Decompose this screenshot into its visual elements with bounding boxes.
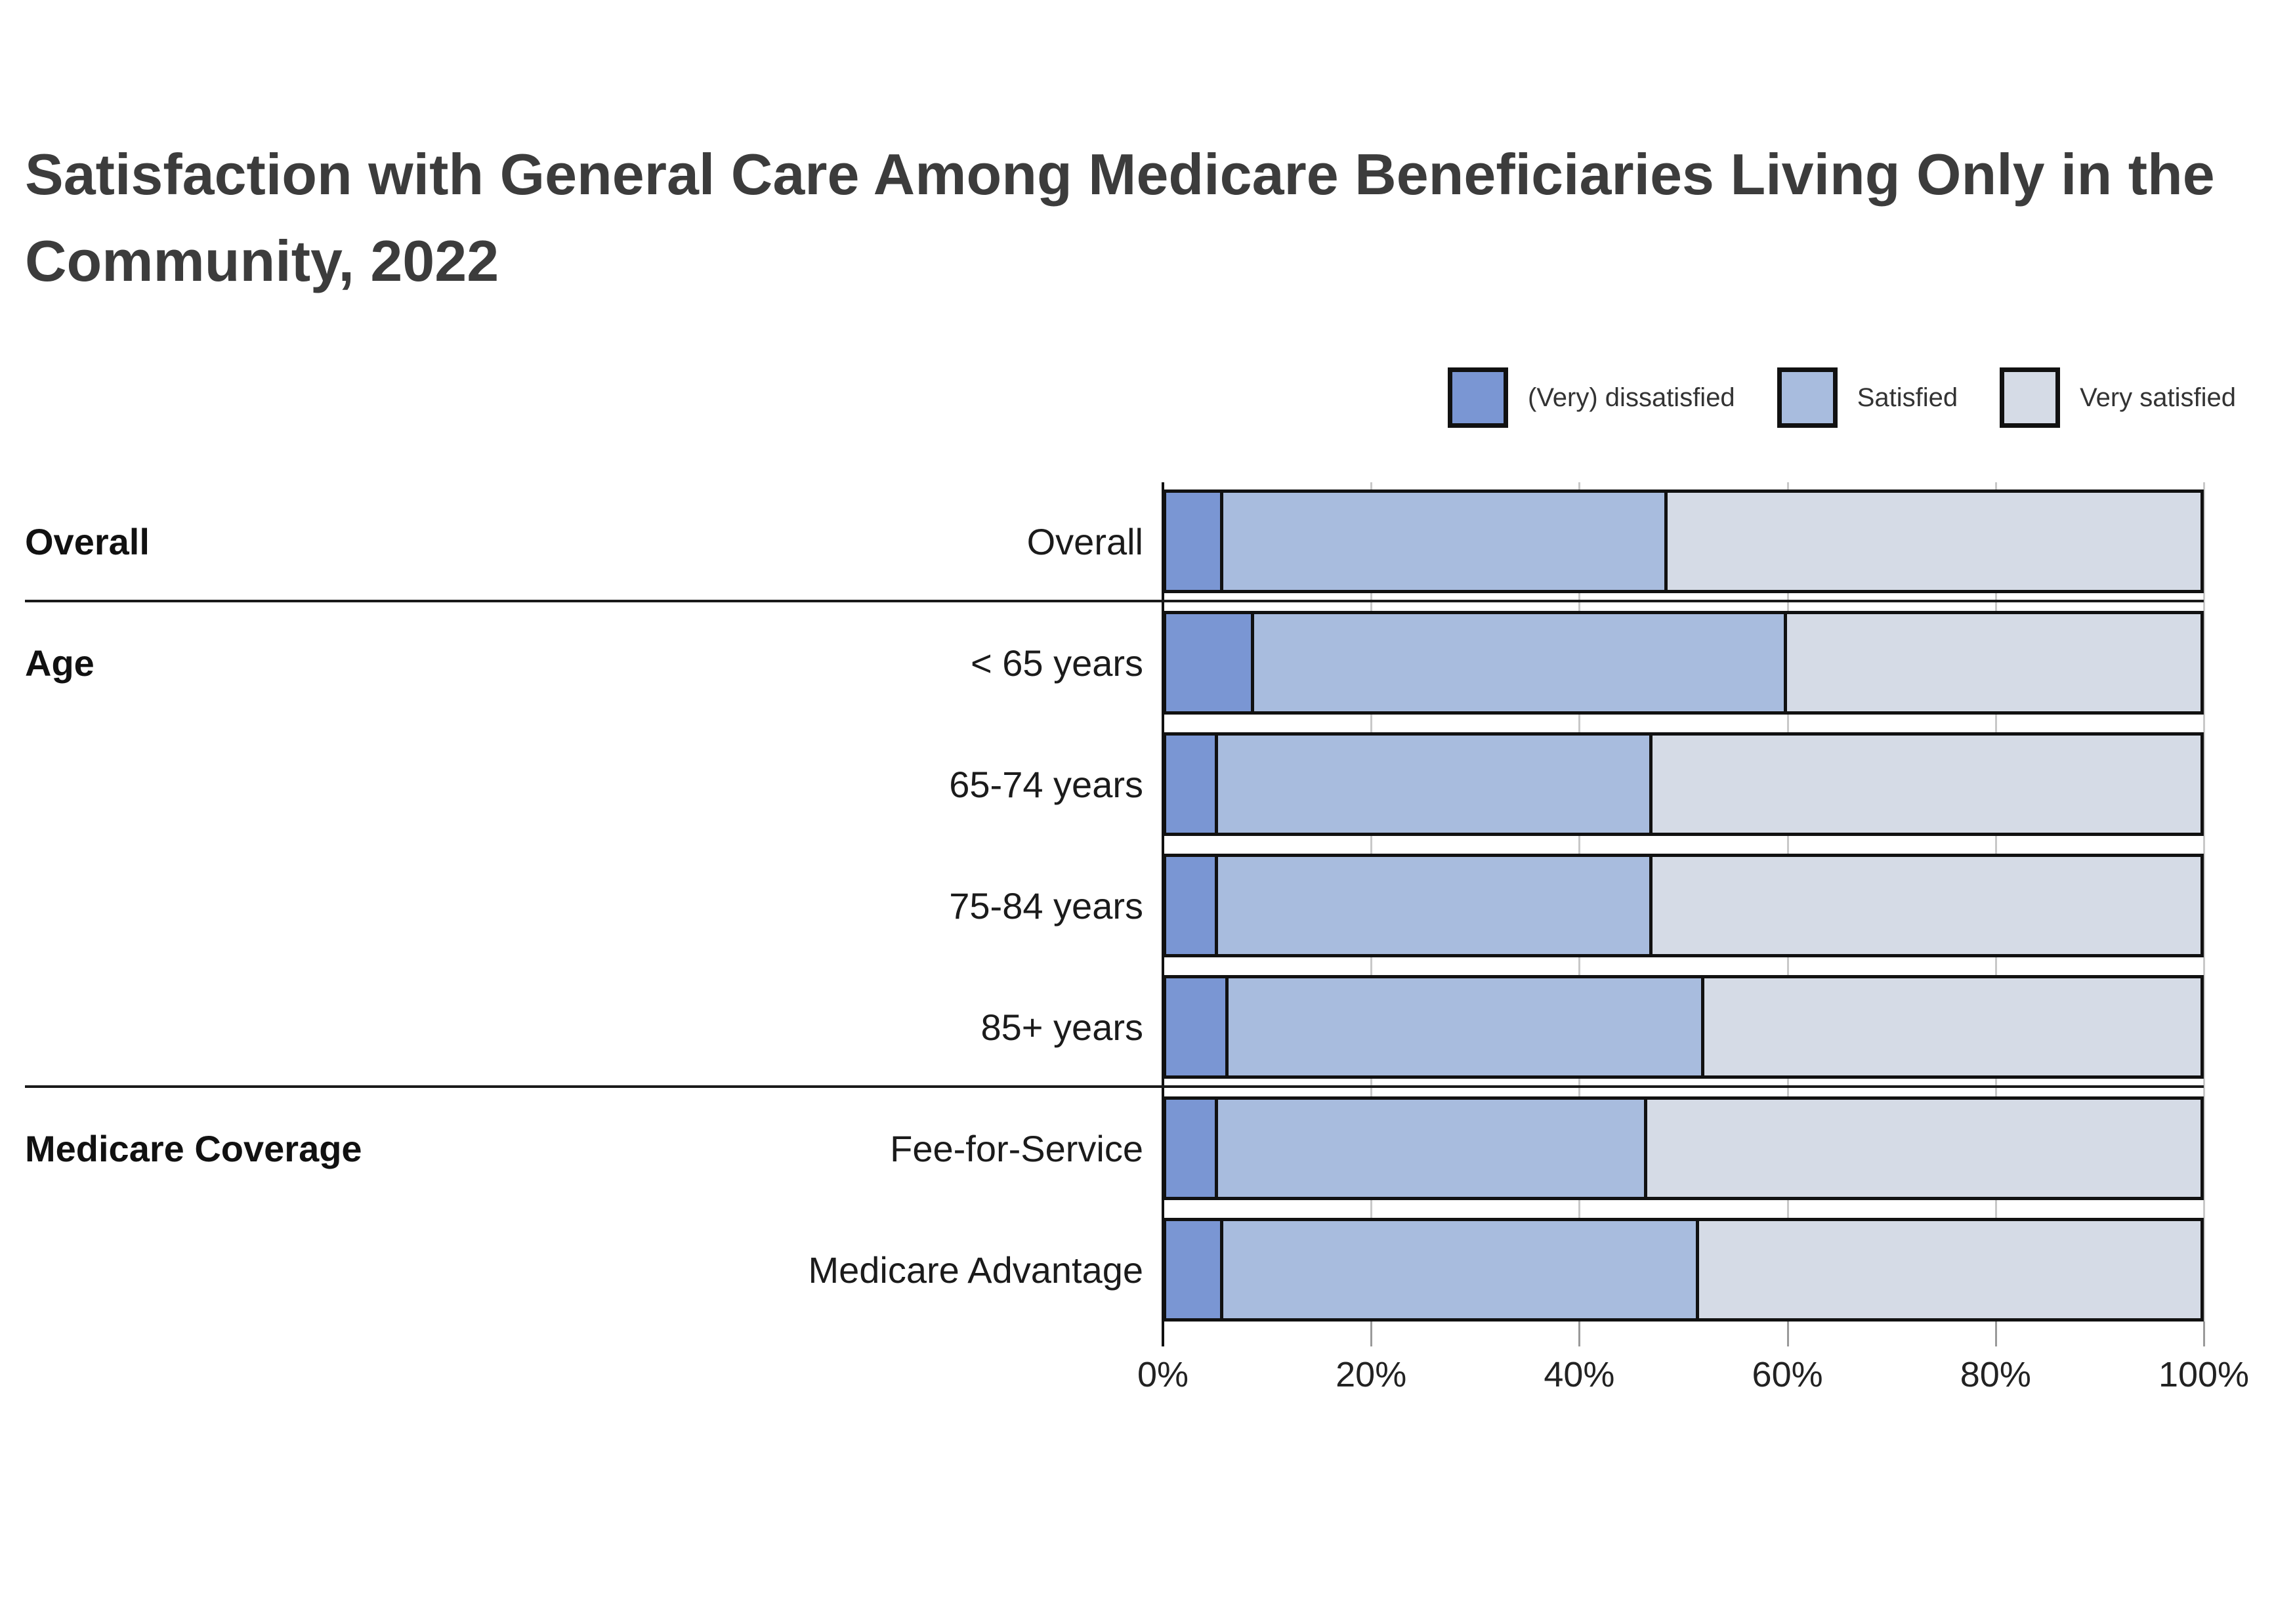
bar-row-65-years — [1163, 611, 2204, 715]
bar-segment-very-dissatisfied — [1166, 1100, 1218, 1197]
x-axis-tick-label: 20% — [1336, 1355, 1407, 1394]
bar-segment-satisfied — [1223, 1221, 1699, 1318]
bar-segment-very-satisfied — [1647, 1100, 2200, 1197]
x-axis-tick-20 — [1370, 1322, 1373, 1346]
bar-segment-satisfied — [1217, 736, 1653, 833]
bar-row-75-84-years — [1163, 854, 2204, 957]
bar-segment-very-dissatisfied — [1166, 736, 1218, 833]
x-axis-tick-label: 100% — [2158, 1355, 2250, 1394]
x-axis-tick-label: 0% — [1137, 1355, 1189, 1394]
gridline-100 — [2203, 482, 2205, 1322]
legend-item-very-satisfied: Very satisfied — [2000, 367, 2236, 428]
bar-segment-satisfied — [1217, 1100, 1647, 1197]
bar-row-fee-for-service — [1163, 1096, 2204, 1200]
x-axis-tick-60 — [1786, 1322, 1789, 1346]
group-label-medicare-coverage: Medicare Coverage — [25, 1127, 362, 1169]
row-label-65-74-years: 65-74 years — [949, 763, 1143, 805]
bar-segment-very-dissatisfied — [1166, 493, 1223, 590]
group-label-age: Age — [25, 642, 95, 684]
row-label-medicare-advantage: Medicare Advantage — [808, 1249, 1143, 1291]
x-axis-tick-100 — [2203, 1322, 2205, 1346]
row-label-75-84-years: 75-84 years — [949, 885, 1143, 927]
legend-swatch-very-satisfied — [2000, 367, 2061, 428]
group-separator-0 — [25, 600, 2204, 602]
bar-segment-very-dissatisfied — [1166, 1221, 1223, 1318]
bar-row-overall — [1163, 489, 2204, 593]
bar-segment-very-dissatisfied — [1166, 978, 1229, 1075]
row-label-fee-for-service: Fee-for-Service — [890, 1127, 1143, 1169]
legend-label: Very satisfied — [2080, 383, 2236, 412]
group-label-overall: Overall — [25, 520, 150, 562]
bar-segment-very-satisfied — [1668, 493, 2200, 590]
group-separator-1 — [25, 1085, 2204, 1088]
bar-row-65-74-years — [1163, 732, 2204, 836]
x-axis-tick-80 — [1994, 1322, 1997, 1346]
bar-segment-very-satisfied — [1704, 978, 2200, 1075]
legend-swatch-very-dissatisfied — [1448, 367, 1509, 428]
legend-swatch-satisfied — [1777, 367, 1838, 428]
bar-segment-very-satisfied — [1652, 736, 2200, 833]
x-axis-tick-label: 40% — [1544, 1355, 1615, 1394]
bar-segment-very-dissatisfied — [1166, 857, 1218, 954]
legend-item-satisfied: Satisfied — [1777, 367, 1958, 428]
legend-label: (Very) dissatisfied — [1528, 383, 1735, 412]
bar-segment-satisfied — [1223, 493, 1668, 590]
bar-row-medicare-advantage — [1163, 1218, 2204, 1322]
page-title: Satisfaction with General Care Among Med… — [25, 142, 2215, 293]
x-axis-tick-label: 80% — [1960, 1355, 2031, 1394]
bar-row-85-years — [1163, 975, 2204, 1079]
bar-segment-satisfied — [1217, 857, 1653, 954]
chart-legend: (Very) dissatisfied Satisfied Very satisfi… — [1448, 367, 2236, 428]
x-axis-tick-label: 60% — [1752, 1355, 1823, 1394]
bar-segment-very-satisfied — [1652, 857, 2200, 954]
row-label-65-years: < 65 years — [970, 642, 1143, 684]
bar-segment-very-satisfied — [1698, 1221, 2200, 1318]
legend-item-very-dissatisfied: (Very) dissatisfied — [1448, 367, 1735, 428]
legend-label: Satisfied — [1857, 383, 1958, 412]
x-axis-tick-40 — [1578, 1322, 1581, 1346]
bar-segment-satisfied — [1228, 978, 1704, 1075]
row-label-overall: Overall — [1026, 520, 1143, 562]
bar-segment-very-dissatisfied — [1166, 614, 1254, 711]
row-label-85-years: 85+ years — [980, 1006, 1144, 1048]
bar-segment-satisfied — [1253, 614, 1787, 711]
bar-segment-very-satisfied — [1786, 614, 2200, 711]
